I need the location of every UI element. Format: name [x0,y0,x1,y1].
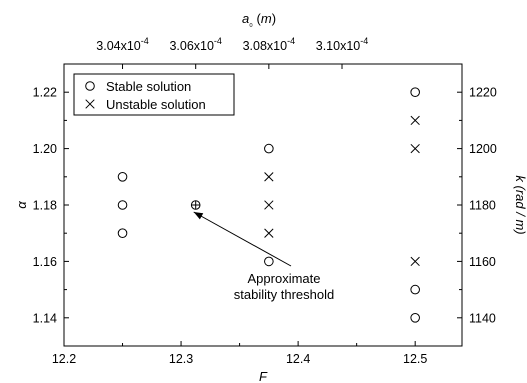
unstable-point [410,256,420,267]
stable-point [410,284,420,295]
unstable-point [410,115,420,126]
stable-point [264,143,274,154]
threshold-point [190,200,201,210]
unstable-point [410,143,420,154]
unstable-point [264,228,274,238]
top-axis-label: a₀ (m) [242,11,276,28]
y-axis-label: α [14,201,29,209]
right-tick-label: 1220 [469,86,497,100]
right-axis-label: k (rad / m) [513,175,527,234]
top-tick-label: 3.04x10-4 [96,36,149,53]
unstable-point [264,172,274,182]
stable-point [117,172,128,182]
x-axis-label: F [259,369,268,383]
stable-point [264,256,274,267]
legend-unstable-marker [85,99,95,109]
x-tick-label: 12.4 [286,352,310,366]
annotation-arrowhead [193,212,204,220]
y-tick-label: 1.16 [33,255,57,269]
y-tick-label: 1.14 [33,311,57,325]
right-tick-label: 1140 [469,311,496,325]
stable-point [410,87,420,97]
legend-stable-marker [85,81,95,91]
stable-point [117,228,128,238]
y-tick-label: 1.22 [33,86,57,100]
top-tick-label: 3.06x10-4 [169,36,222,53]
x-tick-label: 12.2 [52,352,76,366]
annotation-line: Approximate [248,271,321,286]
stable-point [117,200,128,210]
legend-label: Stable solution [106,79,191,94]
annotation-arrow [193,211,292,267]
y-tick-label: 1.18 [33,199,57,213]
x-tick-label: 12.5 [403,352,427,366]
annotation-line: stability threshold [234,287,334,302]
right-tick-label: 1180 [469,199,496,213]
x-tick-label: 12.3 [169,352,193,366]
legend-box [73,73,235,116]
legend-label: Unstable solution [106,97,206,112]
right-tick-label: 1200 [469,142,497,156]
stable-point [410,313,420,323]
y-tick-label: 1.20 [33,142,57,156]
top-tick-label: 3.10x10-4 [316,36,369,53]
unstable-point [264,200,274,210]
legend: Stable solution Unstable solution [73,73,235,116]
top-tick-label: 3.08x10-4 [243,36,296,53]
right-tick-label: 1160 [469,255,496,269]
